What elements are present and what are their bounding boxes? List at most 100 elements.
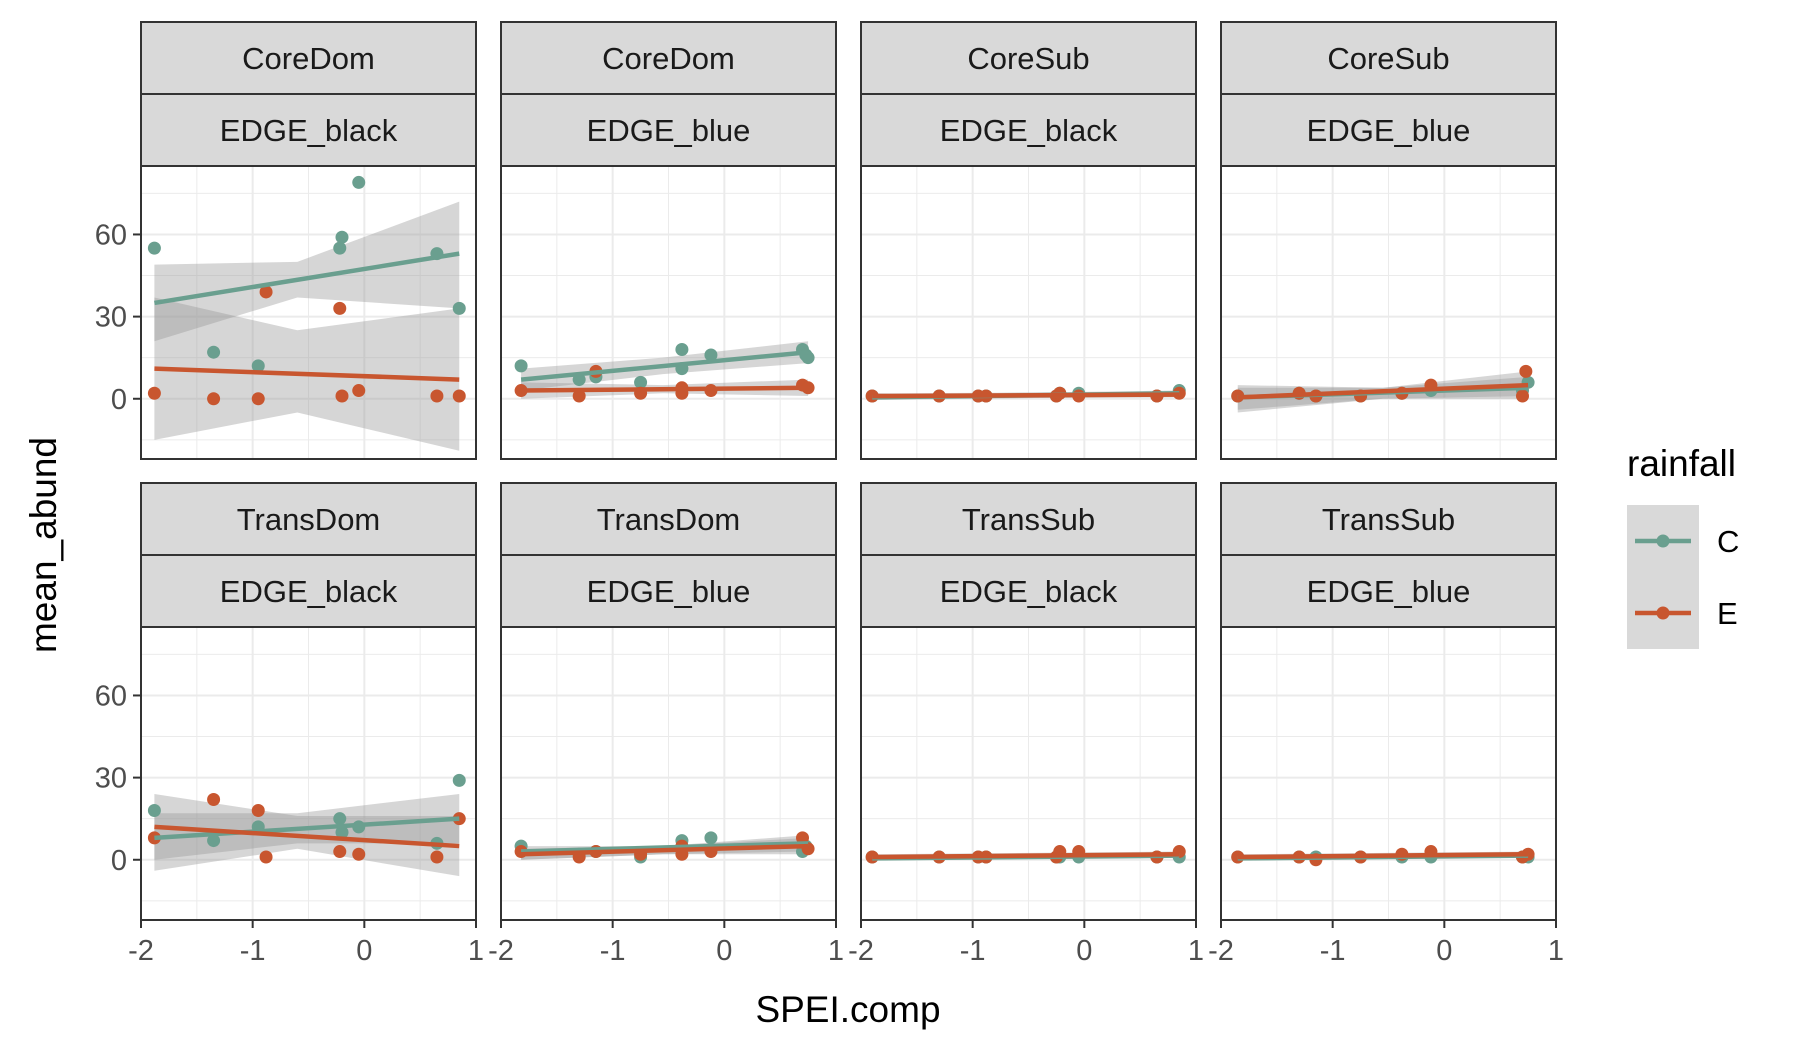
x-tick-label: -1 bbox=[240, 935, 266, 967]
panel-plot-area bbox=[141, 166, 476, 459]
facet-strip-top bbox=[500, 21, 837, 95]
facet-strip-bottom bbox=[1220, 93, 1557, 167]
data-point-E bbox=[572, 389, 586, 403]
data-point-C bbox=[514, 359, 528, 373]
facet-strip-top bbox=[500, 482, 837, 556]
legend-entries: CE bbox=[1635, 524, 1739, 631]
data-point-E bbox=[207, 793, 221, 807]
x-tick-label: 0 bbox=[1436, 935, 1452, 967]
data-point-E bbox=[1516, 389, 1529, 403]
data-point-E bbox=[333, 845, 347, 859]
data-point-E bbox=[1519, 364, 1533, 378]
legend-key-point-C bbox=[1656, 534, 1670, 548]
y-tick-label: 0 bbox=[111, 845, 127, 877]
facet-strip-bottom-label: EDGE_blue bbox=[1307, 574, 1471, 609]
trend-line-C bbox=[154, 251, 460, 306]
panel-plot-area bbox=[501, 166, 836, 459]
x-tick-label: -1 bbox=[600, 935, 626, 967]
facet-strip-bottom bbox=[860, 554, 1197, 628]
data-point-C bbox=[251, 359, 265, 373]
facet-strip-top-label: TransSub bbox=[962, 502, 1095, 537]
panel-border bbox=[860, 165, 1197, 460]
panel-border bbox=[1220, 626, 1557, 921]
panel-plot-area bbox=[861, 627, 1196, 920]
trend-line-E bbox=[872, 852, 1180, 860]
data-point-C bbox=[675, 342, 689, 356]
facet-strip-bottom-label: EDGE_blue bbox=[587, 574, 751, 609]
facet-strip-bottom bbox=[1220, 554, 1557, 628]
panel-border bbox=[860, 626, 1197, 921]
facet-strip-bottom bbox=[500, 93, 837, 167]
panel-plot-area bbox=[141, 627, 476, 920]
facet-strip-bottom-label: EDGE_black bbox=[940, 113, 1118, 148]
data-point-C bbox=[452, 773, 466, 787]
panel-plot-area bbox=[501, 627, 836, 920]
facet-panel: TransSub EDGE_black -2 -1 0 1 bbox=[848, 482, 1204, 967]
facet-panel: CoreDom EDGE_blue bbox=[500, 21, 837, 460]
trend-line-E bbox=[872, 392, 1180, 399]
panel-border bbox=[140, 626, 477, 921]
facet-strip-bottom-label: EDGE_black bbox=[220, 113, 398, 148]
data-point-C bbox=[335, 825, 349, 839]
facet-panel: TransSub EDGE_blue -2 -1 0 1 bbox=[1208, 482, 1564, 967]
facet-strip-bottom bbox=[140, 554, 477, 628]
x-tick-label: -2 bbox=[1208, 935, 1234, 967]
legend-label-E: E bbox=[1717, 596, 1738, 631]
x-tick-label: -1 bbox=[1320, 935, 1346, 967]
trend-line-C bbox=[520, 349, 809, 382]
x-tick-label: 1 bbox=[1188, 935, 1204, 967]
facet-strip-bottom bbox=[500, 554, 837, 628]
facet-strip-top bbox=[140, 21, 477, 95]
y-axis-title: mean_abund bbox=[23, 437, 64, 653]
trend-line-C bbox=[521, 841, 809, 854]
data-point-E bbox=[352, 384, 366, 398]
data-point-C bbox=[333, 812, 347, 826]
data-point-E bbox=[352, 847, 366, 861]
panel-plot-area bbox=[1221, 627, 1556, 920]
facet-panel: TransDom EDGE_black 0 30 60 -2 -1 0 1 bbox=[95, 482, 484, 967]
facet-strip-bottom bbox=[140, 93, 477, 167]
panel-plot-area bbox=[861, 166, 1196, 459]
legend-title: rainfall bbox=[1627, 443, 1736, 484]
x-tick-label: -2 bbox=[488, 935, 514, 967]
facet-strip-bottom-label: EDGE_black bbox=[940, 574, 1118, 609]
data-point-C bbox=[333, 241, 347, 255]
data-point-E bbox=[251, 803, 265, 817]
data-point-E bbox=[335, 389, 349, 403]
data-point-E bbox=[251, 392, 265, 406]
facet-strip-bottom-label: EDGE_black bbox=[220, 574, 398, 609]
x-tick-label: 1 bbox=[1548, 935, 1564, 967]
x-axis-title: SPEI.comp bbox=[755, 989, 940, 1030]
data-point-E bbox=[259, 850, 273, 864]
facet-strip-bottom-label: EDGE_blue bbox=[587, 113, 751, 148]
x-tick-label: 0 bbox=[1076, 935, 1092, 967]
panel-border bbox=[1220, 165, 1557, 460]
facet-panel: CoreSub EDGE_black bbox=[860, 21, 1197, 460]
trend-line-E bbox=[154, 366, 460, 382]
data-point-C bbox=[352, 175, 366, 189]
facet-strip-top bbox=[1220, 21, 1557, 95]
data-point-C bbox=[634, 375, 648, 389]
panel-border bbox=[500, 626, 837, 921]
y-tick-label: 60 bbox=[95, 680, 127, 712]
data-point-C bbox=[207, 834, 221, 848]
legend: rainfall CE bbox=[1627, 443, 1739, 649]
facet-strip-bottom-label: EDGE_blue bbox=[1307, 113, 1471, 148]
trend-line-E bbox=[1237, 382, 1529, 400]
x-tick-label: 0 bbox=[716, 935, 732, 967]
x-tick-label: 0 bbox=[356, 935, 372, 967]
facet-strip-top bbox=[860, 21, 1197, 95]
legend-label-C: C bbox=[1717, 524, 1739, 559]
trend-line-E bbox=[521, 843, 809, 857]
x-tick-label: 1 bbox=[828, 935, 844, 967]
facet-strip-top-label: TransDom bbox=[597, 502, 741, 537]
facet-strip-top-label: CoreSub bbox=[967, 41, 1089, 76]
facet-strip-top bbox=[140, 482, 477, 556]
facet-strip-top-label: CoreSub bbox=[1327, 41, 1449, 76]
data-point-C bbox=[335, 230, 349, 244]
y-tick-label: 0 bbox=[111, 384, 127, 416]
facet-strip-bottom bbox=[860, 93, 1197, 167]
data-point-C bbox=[704, 831, 718, 845]
trend-line-E bbox=[521, 385, 809, 393]
